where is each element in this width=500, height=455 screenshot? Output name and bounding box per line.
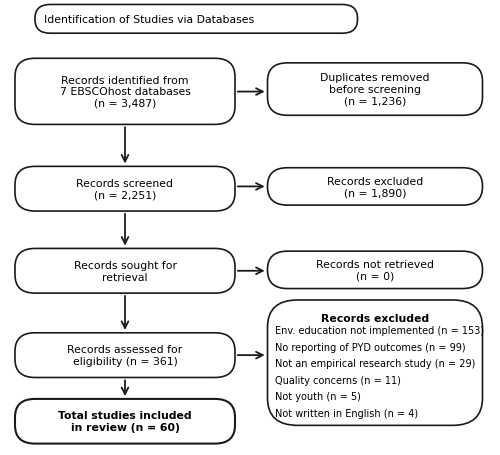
Text: Records screened
(n = 2,251): Records screened (n = 2,251)	[76, 178, 174, 200]
FancyBboxPatch shape	[268, 300, 482, 425]
Text: Not written in English (n = 4): Not written in English (n = 4)	[275, 408, 418, 418]
FancyBboxPatch shape	[268, 252, 482, 289]
FancyBboxPatch shape	[268, 64, 482, 116]
FancyBboxPatch shape	[15, 59, 235, 125]
Text: Identification of Studies via Databases: Identification of Studies via Databases	[44, 15, 254, 25]
Text: Not an empirical research study (n = 29): Not an empirical research study (n = 29)	[275, 359, 475, 369]
FancyBboxPatch shape	[15, 249, 235, 293]
FancyBboxPatch shape	[268, 168, 482, 206]
Text: Records identified from
7 EBSCOhost databases
(n = 3,487): Records identified from 7 EBSCOhost data…	[60, 76, 190, 109]
Text: Not youth (n = 5): Not youth (n = 5)	[275, 391, 361, 401]
Text: Records excluded
(n = 1,890): Records excluded (n = 1,890)	[327, 176, 423, 198]
Text: Total studies included
in review (n = 60): Total studies included in review (n = 60…	[58, 410, 192, 432]
Text: Records not retrieved
(n = 0): Records not retrieved (n = 0)	[316, 259, 434, 281]
Text: Quality concerns (n = 11): Quality concerns (n = 11)	[275, 375, 401, 385]
Text: Records excluded: Records excluded	[321, 313, 429, 323]
FancyBboxPatch shape	[35, 5, 358, 34]
Text: Duplicates removed
before screening
(n = 1,236): Duplicates removed before screening (n =…	[320, 73, 430, 106]
Text: Records assessed for
eligibility (n = 361): Records assessed for eligibility (n = 36…	[68, 344, 182, 366]
FancyBboxPatch shape	[15, 333, 235, 378]
FancyBboxPatch shape	[15, 167, 235, 212]
Text: No reporting of PYD outcomes (n = 99): No reporting of PYD outcomes (n = 99)	[275, 342, 466, 352]
Text: Env. education not implemented (n = 153): Env. education not implemented (n = 153)	[275, 326, 484, 336]
FancyBboxPatch shape	[15, 399, 235, 444]
Text: Records sought for
retrieval: Records sought for retrieval	[74, 260, 176, 282]
